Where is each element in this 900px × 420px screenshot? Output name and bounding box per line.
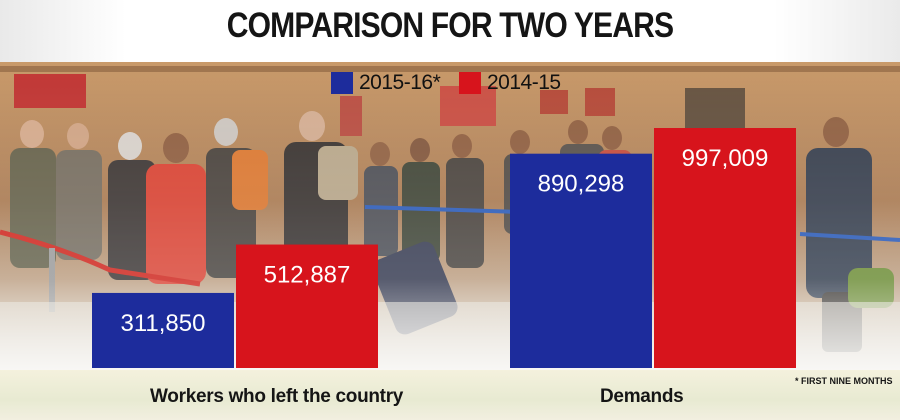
legend-item-2015-16: 2015-16*	[331, 70, 441, 96]
data-label-2015-16-demands: 890,298	[538, 171, 625, 198]
legend-item-2014-15: 2014-15	[459, 70, 561, 96]
data-label-2014-15-workers: 512,887	[264, 262, 351, 289]
bar-2014-15-demands	[654, 128, 796, 368]
footer-band	[0, 370, 900, 420]
category-label-demands: Demands	[600, 386, 684, 407]
category-label-workers: Workers who left the country	[150, 386, 404, 407]
footnote: * FIRST NINE MONTHS	[795, 376, 893, 386]
legend-label-2014-15: 2014-15	[487, 71, 561, 94]
legend-label-2015-16: 2015-16*	[359, 71, 441, 94]
bar-2015-16-demands	[510, 153, 652, 368]
data-label-2015-16-workers: 311,850	[121, 310, 206, 337]
title-band	[0, 0, 900, 62]
chart-title: COMPARISON FOR TWO YEARS	[226, 6, 674, 45]
bar-2014-15-workers	[236, 244, 378, 368]
bar-2015-16-workers	[92, 292, 234, 368]
legend-swatch-2015-16	[331, 72, 353, 94]
data-label-2014-15-demands: 997,009	[682, 145, 769, 172]
legend-swatch-2014-15	[459, 72, 481, 94]
